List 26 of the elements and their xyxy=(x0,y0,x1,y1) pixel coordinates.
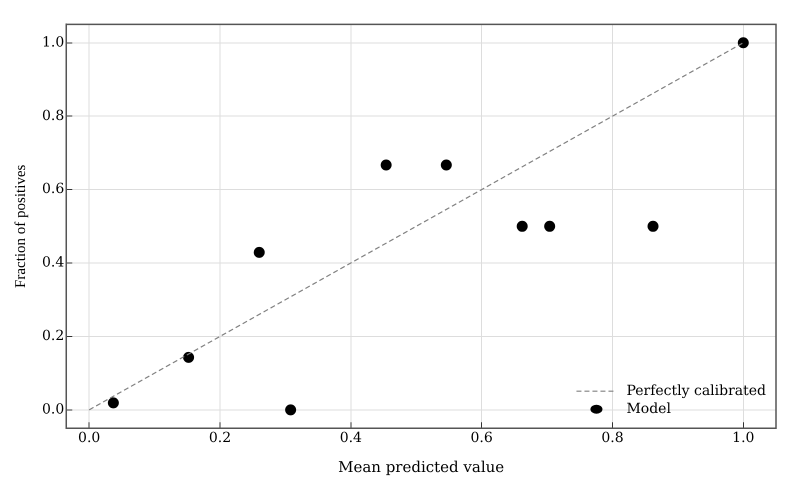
y-tick-label: 0.4 xyxy=(42,254,64,271)
y-axis-title: Fraction of positives xyxy=(12,164,29,288)
x-tick-label: 0.6 xyxy=(470,430,493,446)
legend-label: Model xyxy=(626,400,672,417)
y-tick-label: 1.0 xyxy=(42,34,64,50)
point xyxy=(380,159,392,170)
point xyxy=(254,246,265,258)
point xyxy=(544,220,556,232)
y-tick-label: 0.6 xyxy=(42,181,64,198)
x-tick-label: 0.4 xyxy=(340,430,362,446)
legend-label: Perfectly calibrated xyxy=(626,382,766,399)
point xyxy=(738,37,749,48)
y-tick-label: 0.2 xyxy=(42,328,64,344)
point xyxy=(648,220,659,232)
y-tick-label: 0.8 xyxy=(42,108,64,124)
x-tick-label: 0.2 xyxy=(208,430,232,446)
y-tick-label: 0.0 xyxy=(42,401,64,418)
point xyxy=(516,220,528,232)
point xyxy=(108,397,119,408)
x-tick-label: 1.0 xyxy=(732,430,754,446)
x-axis-title: Mean predicted value xyxy=(338,458,504,476)
point xyxy=(183,352,194,363)
x-tick-label: 0.0 xyxy=(78,430,100,446)
x-tick-label: 0.8 xyxy=(601,430,624,446)
point xyxy=(285,404,296,416)
point xyxy=(440,159,452,170)
